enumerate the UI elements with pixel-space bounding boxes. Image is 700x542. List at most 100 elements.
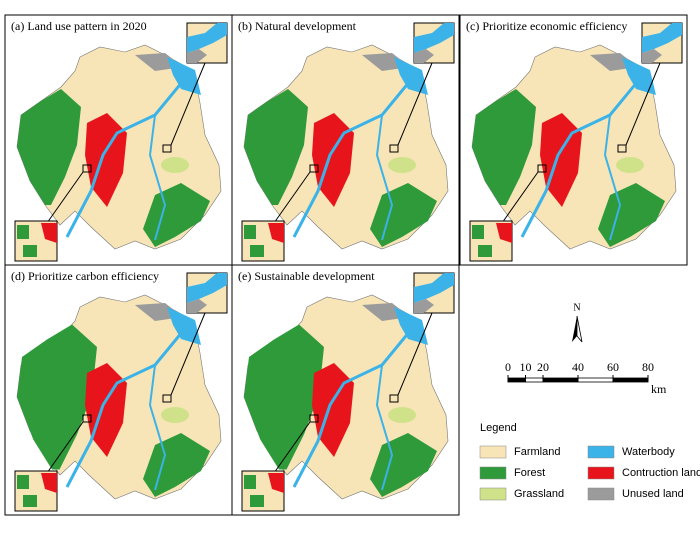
arrow-right [576, 315, 583, 343]
inset-bottom [241, 470, 285, 512]
legend-label: Farmland [514, 446, 560, 458]
panel-frame [231, 264, 460, 516]
panel-title: (d) Prioritize carbon efficiency [11, 269, 159, 283]
locator-box [537, 164, 547, 173]
scale-unit: km [651, 382, 667, 396]
legend: Legend Farmland Waterbody Forest Contructio… [479, 422, 700, 501]
inset-forest [23, 495, 37, 507]
region-forest-west [244, 89, 308, 205]
inset-unused [187, 49, 207, 63]
map-panel: (a) Land use pattern in 2020 [4, 14, 233, 266]
inset-construction [41, 223, 57, 243]
inset-unused [187, 299, 207, 313]
scale-label: 10 [520, 360, 532, 374]
region-grassland [161, 157, 189, 173]
region-forest-west [17, 324, 97, 470]
region-forest-east [370, 183, 437, 247]
inset-unused [414, 299, 434, 313]
leader-line [397, 312, 433, 396]
map-panel: (b) Natural development [231, 14, 460, 266]
inset-water [414, 23, 454, 53]
leader-line [273, 421, 311, 474]
river [520, 80, 640, 238]
inset-construction [496, 223, 512, 243]
leader-line [46, 421, 84, 474]
inset-bottom [241, 220, 285, 262]
scale-label: 60 [607, 360, 619, 374]
scale-segment [507, 377, 526, 383]
scale-label: 80 [642, 360, 654, 374]
inset-top [413, 22, 455, 64]
legend-label: Unused land [622, 488, 684, 500]
north-arrow: N [572, 302, 583, 343]
region-forest-east [143, 433, 210, 497]
panel-title: (c) Prioritize economic efficiency [466, 19, 627, 33]
inset-top [186, 22, 228, 64]
scale-segment [525, 377, 544, 383]
map-panel: (c) Prioritize economic efficiency [459, 14, 688, 266]
river [292, 330, 412, 488]
locator-box [82, 414, 92, 423]
river-branch [148, 114, 167, 241]
region-lake [394, 307, 428, 345]
scale-label: 20 [537, 360, 549, 374]
inset-construction [41, 473, 57, 493]
leader-line [273, 171, 311, 224]
locator-box [309, 414, 319, 423]
leader-line [625, 62, 661, 146]
arrow-left [572, 316, 577, 342]
region-lake [394, 57, 428, 95]
inset-water [187, 23, 227, 53]
panel-title: (a) Land use pattern in 2020 [11, 19, 147, 33]
legend-swatch [587, 445, 615, 459]
inset-construction [268, 223, 284, 243]
region-forest-west [244, 324, 324, 470]
inset-top [413, 272, 455, 314]
river-branch [148, 364, 167, 491]
inset-forest [250, 495, 264, 507]
river [65, 330, 185, 488]
inset-construction [268, 473, 284, 493]
legend-label: Contruction land [622, 467, 700, 479]
scale-label: 40 [572, 360, 584, 374]
legend-label: Forest [514, 467, 545, 479]
scale-segment [577, 377, 614, 383]
inset-forest [478, 245, 492, 257]
scale-label: 0 [505, 360, 511, 374]
river-branch [375, 114, 394, 241]
region-forest-east [370, 433, 437, 497]
locator-box [309, 164, 319, 173]
inset-forest [23, 245, 37, 257]
region-forest-east [143, 183, 210, 247]
region-forest-west [17, 89, 81, 205]
river-branch [603, 114, 622, 241]
leader-line [46, 171, 84, 224]
map-panel: (e) Sustainable development [231, 264, 460, 516]
legend-swatch [587, 466, 615, 480]
inset-forest [17, 225, 29, 239]
legend-label: Grassland [514, 488, 564, 500]
leader-line [170, 312, 206, 396]
inset-bottom [14, 470, 58, 512]
map-panel: (d) Prioritize carbon efficiency [4, 264, 233, 516]
panels: (a) Land use pattern in 2020 (b) Natural … [4, 14, 688, 516]
scale-bar: 0 10 20 40 60 80 km [505, 360, 667, 396]
inset-top [186, 272, 228, 314]
inset-water [642, 23, 682, 53]
legend-swatch [479, 466, 507, 480]
legend-swatch [479, 445, 507, 459]
panel-frame [459, 14, 688, 266]
region-grassland [161, 407, 189, 423]
legend-label: Waterbody [622, 446, 675, 458]
region-forest-east [598, 183, 665, 247]
river [292, 80, 412, 238]
inset-unused [414, 49, 434, 63]
inset-top [641, 22, 683, 64]
river [65, 80, 185, 238]
leader-line [170, 62, 206, 146]
panel-title: (e) Sustainable development [238, 269, 375, 283]
legend-title: Legend [480, 422, 517, 434]
panel-title: (b) Natural development [238, 19, 357, 33]
locator-box [82, 164, 92, 173]
